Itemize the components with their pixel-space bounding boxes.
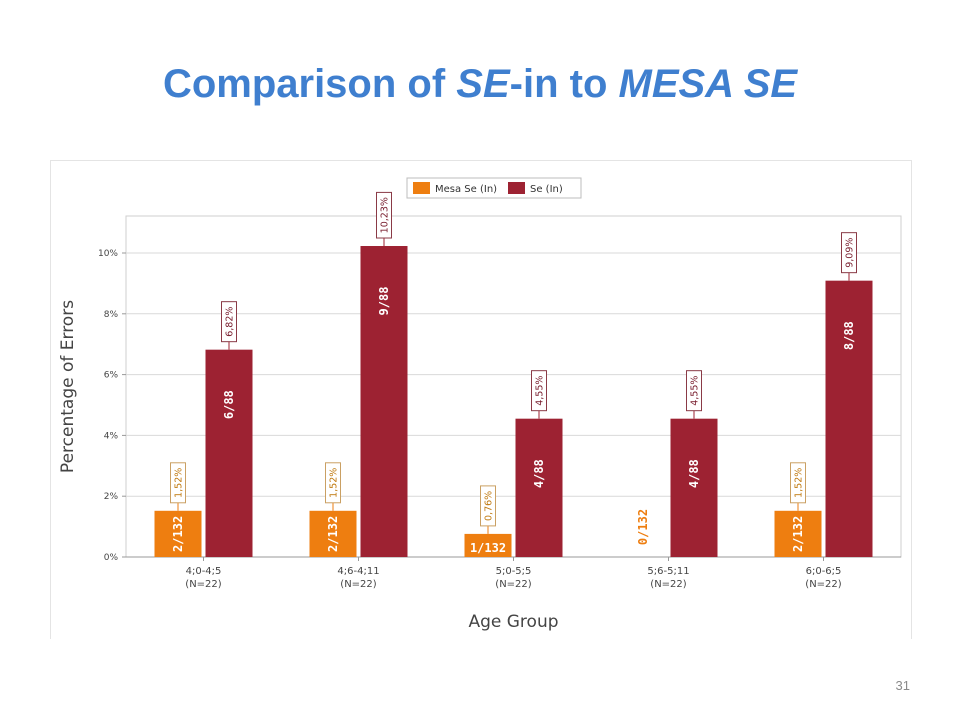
value-label: 10,23% bbox=[380, 197, 391, 233]
title-part-2: SE bbox=[456, 62, 510, 106]
page-number: 31 bbox=[895, 678, 910, 693]
bar-se bbox=[670, 418, 718, 557]
value-label: 1,52% bbox=[329, 468, 340, 498]
value-label-box bbox=[790, 462, 806, 504]
count-label: 6/88 bbox=[222, 390, 236, 419]
count-label: 1/132 bbox=[470, 541, 506, 555]
legend-label-mesa: Mesa Se (In) bbox=[435, 184, 497, 195]
title-part-4: MESA SE bbox=[618, 62, 798, 106]
slide-title: Comparison of SE-in to MESA SE bbox=[0, 62, 960, 107]
value-label: 1,52% bbox=[794, 468, 805, 498]
plot-area bbox=[125, 215, 902, 558]
legend-swatch-mesa bbox=[413, 182, 430, 194]
category-n-label: (N=22) bbox=[185, 579, 221, 590]
bar-se bbox=[825, 280, 873, 557]
count-label: 8/88 bbox=[842, 321, 856, 350]
bar-chart: 0% 2% 4% 6% 8% 10% Percentage of Errors Age Gro… bbox=[58, 177, 902, 632]
value-label-box bbox=[325, 462, 341, 504]
bar-mesa bbox=[464, 533, 512, 557]
value-label: 0,76% bbox=[484, 491, 495, 521]
value-label: 4,55% bbox=[690, 376, 701, 406]
count-label: 9/88 bbox=[377, 287, 391, 316]
value-label: 1,52% bbox=[174, 468, 185, 498]
title-part-3: -in to bbox=[509, 62, 619, 106]
count-label: 4/88 bbox=[532, 459, 546, 488]
bar-se bbox=[205, 349, 253, 557]
category-label: 5;6-5;11 bbox=[647, 566, 689, 577]
category-label: 6;0-6;5 bbox=[806, 566, 842, 577]
count-label: 2/132 bbox=[791, 516, 805, 552]
title-part-1: Comparison of bbox=[162, 62, 457, 106]
legend-box bbox=[406, 177, 582, 199]
value-label-box bbox=[221, 301, 237, 343]
category-n-label: (N=22) bbox=[495, 579, 531, 590]
category-n-label: (N=22) bbox=[805, 579, 841, 590]
value-label-box bbox=[480, 485, 496, 527]
bar-se bbox=[515, 418, 563, 557]
count-label: 0/132 bbox=[636, 509, 650, 545]
y-tick-label: 6% bbox=[104, 371, 119, 381]
value-label-box bbox=[170, 462, 186, 504]
y-tick-label: 0% bbox=[104, 553, 119, 563]
x-axis-title: Age Group bbox=[468, 612, 558, 632]
category-n-label: (N=22) bbox=[340, 579, 376, 590]
chart-panel: 0% 2% 4% 6% 8% 10% Percentage of Errors Age Gro… bbox=[50, 160, 912, 639]
value-label-box bbox=[531, 370, 547, 412]
legend-swatch-se bbox=[508, 182, 525, 194]
count-label: 2/132 bbox=[171, 516, 185, 552]
value-label: 9,09% bbox=[845, 238, 856, 268]
bar-mesa bbox=[774, 510, 822, 557]
y-axis-title: Percentage of Errors bbox=[58, 300, 78, 473]
value-label-box bbox=[376, 191, 392, 239]
y-tick-label: 2% bbox=[104, 492, 119, 502]
y-tick-label: 10% bbox=[98, 249, 118, 259]
legend-label-se: Se (In) bbox=[530, 184, 563, 195]
value-label-box bbox=[686, 370, 702, 412]
category-label: 4;6-4;11 bbox=[337, 566, 379, 577]
count-label: 2/132 bbox=[326, 516, 340, 552]
bar-mesa bbox=[309, 510, 357, 557]
bar-mesa bbox=[154, 510, 202, 557]
y-tick-label: 4% bbox=[104, 431, 119, 441]
value-label-box bbox=[841, 232, 857, 274]
bar-se bbox=[360, 246, 408, 557]
y-tick-label: 8% bbox=[104, 310, 119, 320]
count-label: 4/88 bbox=[687, 459, 701, 488]
value-label: 4,55% bbox=[535, 376, 546, 406]
category-n-label: (N=22) bbox=[650, 579, 686, 590]
value-label: 6,82% bbox=[225, 307, 236, 337]
category-label: 5;0-5;5 bbox=[496, 566, 532, 577]
category-label: 4;0-4;5 bbox=[186, 566, 222, 577]
